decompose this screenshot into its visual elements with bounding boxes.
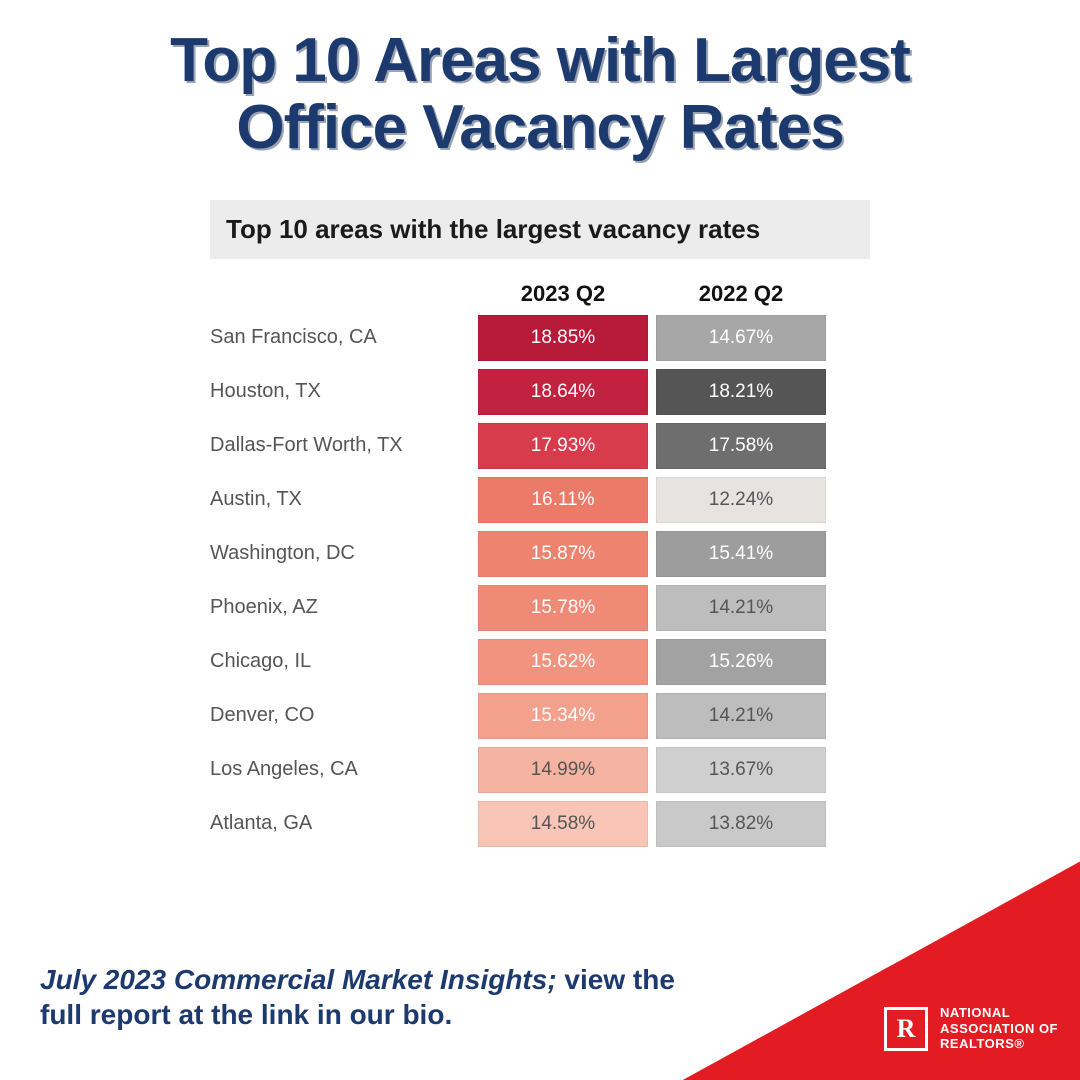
title-line-1: Top 10 Areas with Largest: [40, 28, 1040, 95]
cell-2023q2: 16.11%: [478, 477, 648, 523]
cell-2023q2: 15.78%: [478, 585, 648, 631]
row-label: Los Angeles, CA: [210, 747, 470, 793]
title-line-2: Office Vacancy Rates: [40, 95, 1040, 162]
table-row: Houston, TX18.64%18.21%: [210, 369, 870, 415]
row-label: Atlanta, GA: [210, 801, 470, 847]
table-row: Phoenix, AZ15.78%14.21%: [210, 585, 870, 631]
cell-2023q2: 17.93%: [478, 423, 648, 469]
row-label: Washington, DC: [210, 531, 470, 577]
cell-2023q2: 18.85%: [478, 315, 648, 361]
brand-corner: R NATIONAL ASSOCIATION OF REALTORS®: [680, 860, 1080, 1080]
cell-2022q2: 15.26%: [656, 639, 826, 685]
heatmap-header-row: 2023 Q2 2022 Q2: [210, 281, 870, 307]
row-label: Austin, TX: [210, 477, 470, 523]
cell-2023q2: 15.62%: [478, 639, 648, 685]
row-label: Houston, TX: [210, 369, 470, 415]
table-row: Washington, DC15.87%15.41%: [210, 531, 870, 577]
cell-2023q2: 18.64%: [478, 369, 648, 415]
page-title: Top 10 Areas with Largest Office Vacancy…: [0, 0, 1080, 182]
table-row: Los Angeles, CA14.99%13.67%: [210, 747, 870, 793]
row-label: Denver, CO: [210, 693, 470, 739]
table-row: Chicago, IL15.62%15.26%: [210, 639, 870, 685]
cell-2022q2: 15.41%: [656, 531, 826, 577]
brand-text: NATIONAL ASSOCIATION OF REALTORS®: [940, 1005, 1058, 1052]
footer-emphasis: July 2023 Commercial Market Insights;: [40, 964, 557, 995]
table-row: Dallas-Fort Worth, TX17.93%17.58%: [210, 423, 870, 469]
table-row: Denver, CO15.34%14.21%: [210, 693, 870, 739]
table-row: Atlanta, GA14.58%13.82%: [210, 801, 870, 847]
cell-2023q2: 14.99%: [478, 747, 648, 793]
column-header-2022q2: 2022 Q2: [656, 281, 826, 307]
table-row: San Francisco, CA18.85%14.67%: [210, 315, 870, 361]
cell-2022q2: 14.21%: [656, 585, 826, 631]
heatmap-table: 2023 Q2 2022 Q2 San Francisco, CA18.85%1…: [210, 281, 870, 847]
cell-2022q2: 13.82%: [656, 801, 826, 847]
column-header-2023q2: 2023 Q2: [478, 281, 648, 307]
chart-container: Top 10 areas with the largest vacancy ra…: [210, 200, 870, 847]
cell-2022q2: 14.21%: [656, 693, 826, 739]
row-label: Dallas-Fort Worth, TX: [210, 423, 470, 469]
brand-block: R NATIONAL ASSOCIATION OF REALTORS®: [884, 1005, 1058, 1052]
cell-2023q2: 14.58%: [478, 801, 648, 847]
brand-text-line-1: NATIONAL: [940, 1005, 1058, 1021]
cell-2023q2: 15.34%: [478, 693, 648, 739]
cell-2023q2: 15.87%: [478, 531, 648, 577]
table-row: Austin, TX16.11%12.24%: [210, 477, 870, 523]
realtor-logo-icon: R: [884, 1007, 928, 1051]
row-label: Chicago, IL: [210, 639, 470, 685]
footer-note: July 2023 Commercial Market Insights; vi…: [40, 962, 720, 1032]
cell-2022q2: 13.67%: [656, 747, 826, 793]
subtitle-bar: Top 10 areas with the largest vacancy ra…: [210, 200, 870, 259]
row-label: Phoenix, AZ: [210, 585, 470, 631]
cell-2022q2: 17.58%: [656, 423, 826, 469]
brand-text-line-2: ASSOCIATION OF: [940, 1021, 1058, 1037]
cell-2022q2: 14.67%: [656, 315, 826, 361]
cell-2022q2: 12.24%: [656, 477, 826, 523]
brand-text-line-3: REALTORS®: [940, 1036, 1058, 1052]
heatmap-body: San Francisco, CA18.85%14.67% Houston, TX…: [210, 315, 870, 847]
cell-2022q2: 18.21%: [656, 369, 826, 415]
row-label: San Francisco, CA: [210, 315, 470, 361]
